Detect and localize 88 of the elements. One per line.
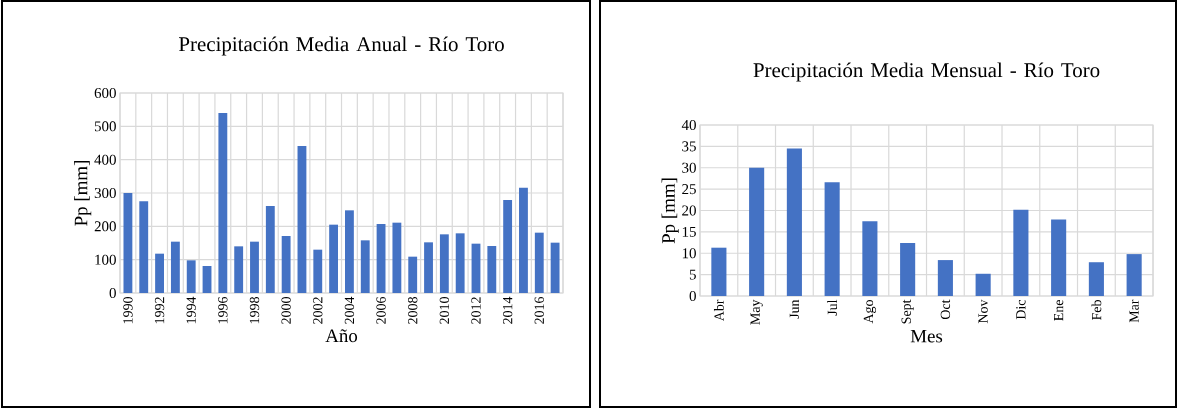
- x-tick-label: Feb: [1091, 300, 1102, 321]
- y-tick-label: 15: [682, 226, 696, 237]
- x-tick-label: Jul: [827, 299, 838, 316]
- bar: [376, 224, 386, 293]
- bar: [392, 222, 402, 293]
- x-tick-label: 2002: [313, 297, 323, 324]
- y-tick-label: 200: [94, 221, 116, 232]
- y-tick-label: 20: [682, 205, 696, 216]
- bar: [123, 193, 133, 293]
- x-tick-label: 2008: [407, 297, 418, 324]
- x-tick-label: Abr: [713, 299, 724, 322]
- x-tick-label: 2014: [502, 296, 513, 324]
- bar: [1126, 254, 1142, 296]
- bar: [711, 247, 727, 296]
- x-tick-label: 1990: [123, 297, 133, 324]
- bar: [360, 240, 370, 293]
- x-tick-label: Nov: [978, 299, 988, 324]
- x-tick-label: 2010: [439, 297, 450, 324]
- bar: [139, 201, 149, 293]
- bar: [297, 146, 307, 293]
- x-tick-label: 2004: [344, 296, 355, 324]
- x-tick-label: May: [750, 299, 763, 325]
- x-tick-label: 2012: [471, 297, 481, 324]
- bar: [503, 200, 513, 293]
- x-tick-label: 1996: [218, 296, 228, 324]
- bar: [202, 266, 212, 293]
- bar: [900, 242, 916, 296]
- x-tick-label: 1994: [186, 296, 196, 324]
- bar: [550, 242, 560, 293]
- bar: [170, 241, 180, 293]
- y-tick-label: 0: [109, 287, 116, 299]
- x-tick-label: Mar: [1129, 299, 1139, 323]
- bar: [786, 148, 802, 296]
- bar: [313, 249, 323, 293]
- bar: [439, 234, 449, 293]
- bar: [1051, 219, 1067, 296]
- bar: [155, 253, 164, 293]
- y-tick-label: 600: [94, 87, 116, 99]
- y-tick-label: 40: [681, 119, 696, 131]
- x-tick-label: 2006: [376, 296, 386, 324]
- y-tick-label: 500: [94, 121, 116, 132]
- bar: [862, 221, 878, 296]
- y-axis-title: Pp [mm]: [661, 178, 679, 244]
- bar: [186, 260, 196, 293]
- y-tick-label: 400: [94, 154, 116, 165]
- bar: [519, 187, 528, 293]
- bar: [408, 256, 418, 293]
- bar: [218, 113, 228, 293]
- bar: [250, 241, 259, 293]
- bar: [329, 224, 339, 293]
- y-tick-label: 100: [95, 254, 116, 265]
- x-tick-label: Ene: [1054, 300, 1064, 321]
- bar: [1088, 262, 1104, 296]
- bar: [824, 182, 840, 296]
- bar: [265, 206, 275, 293]
- x-axis-title: Mes: [910, 329, 943, 343]
- chart-title: Precipitación Media Anual - Río Toro: [179, 36, 504, 56]
- x-tick-label: Ago: [863, 300, 876, 324]
- bar: [487, 246, 497, 293]
- y-tick-label: 30: [682, 162, 696, 173]
- y-tick-label: 0: [689, 290, 696, 302]
- y-tick-label: 10: [682, 248, 696, 259]
- x-tick-label: Jun: [789, 299, 800, 319]
- chart-title: Precipitación Media Mensual - Río Toro: [753, 62, 1100, 82]
- y-tick-label: 5: [689, 269, 696, 280]
- y-axis-title: Pp [mm]: [74, 161, 92, 226]
- y-tick-label: 25: [682, 184, 696, 195]
- x-tick-label: Sept: [901, 299, 914, 324]
- bar: [975, 273, 991, 296]
- bar: [471, 243, 481, 293]
- x-tick-label: 2016: [534, 296, 544, 324]
- x-tick-label: 1998: [249, 297, 260, 324]
- bar: [281, 236, 291, 293]
- bar: [424, 242, 433, 293]
- x-axis-title: Año: [325, 329, 358, 343]
- bar: [234, 246, 244, 293]
- bar: [1013, 209, 1029, 296]
- bar: [455, 233, 465, 293]
- bar: [534, 232, 544, 293]
- bar: [749, 167, 765, 296]
- x-tick-label: Dic: [1016, 299, 1026, 320]
- y-tick-label: 300: [94, 187, 116, 199]
- bar: [344, 210, 354, 293]
- x-tick-label: 1992: [154, 297, 165, 324]
- x-tick-label: 2000: [281, 297, 291, 324]
- bar: [937, 260, 953, 296]
- x-tick-label: Oct: [940, 299, 951, 320]
- y-tick-label: 35: [682, 141, 696, 152]
